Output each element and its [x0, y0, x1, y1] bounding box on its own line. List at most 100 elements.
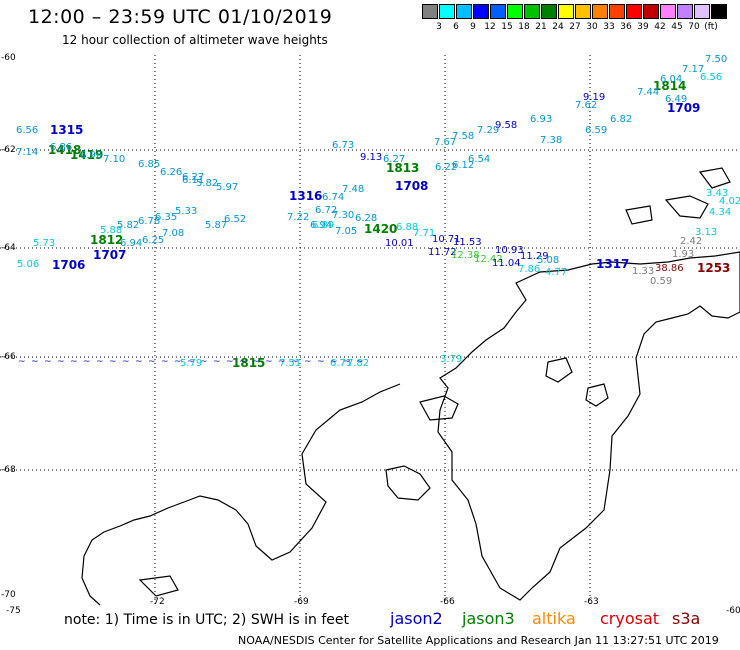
scale-swatch: [592, 4, 608, 19]
swh-value-label: 6.96: [80, 150, 102, 161]
scale-swatch: [711, 4, 727, 19]
legend-jason2: jason2: [390, 609, 443, 628]
swh-value-label: 6.52: [224, 214, 246, 225]
swh-value-label: 7.14: [16, 147, 38, 158]
swh-value-label: 3.13: [695, 227, 717, 238]
track-id-label: 1253: [697, 261, 730, 275]
swh-overlap-mark: ~: [317, 357, 325, 367]
swh-value-label: 11.53: [453, 237, 482, 248]
scale-swatch: [490, 4, 506, 19]
swh-value-label: 6.26: [160, 167, 182, 178]
swh-value-label: 6.27: [182, 172, 204, 183]
swh-overlap-mark: ~: [213, 357, 221, 367]
latitude-label: -62: [1, 145, 16, 155]
swh-value-label: 6.35: [155, 212, 177, 223]
scale-label: 24: [552, 22, 564, 32]
swh-value-label: 5.73: [33, 238, 55, 249]
track-id-label: 1709: [667, 101, 700, 115]
island-5: [664, 195, 709, 219]
track-id-label: 1317: [596, 257, 629, 271]
swh-overlap-mark: ~: [304, 357, 312, 367]
swh-value-label: 7.50: [705, 54, 727, 65]
swh-value-label: 6.04: [660, 74, 682, 85]
swh-value-label: 7.82: [347, 358, 369, 369]
swh-value-label: 7.22: [287, 212, 309, 223]
swh-value-label: 6.93: [530, 114, 552, 125]
swh-overlap-mark: ~: [174, 357, 182, 367]
swh-overlap-mark: ~: [122, 357, 130, 367]
swh-value-label: 5.82: [117, 220, 139, 231]
map-subtitle: 12 hour collection of altimeter wave hei…: [62, 33, 328, 47]
legend-altika: altika: [532, 609, 576, 628]
swh-value-label: 5.97: [216, 182, 238, 193]
swh-overlap-mark: ~: [330, 357, 338, 367]
swh-value-label: 10.93: [495, 245, 524, 256]
scale-swatch: [507, 4, 523, 19]
swh-overlap-mark: ~: [44, 357, 52, 367]
track-id-label: 1708: [395, 179, 428, 193]
swh-value-label: 7.58: [452, 131, 474, 142]
swh-value-label: 6.88: [396, 222, 418, 233]
swh-value-label: 6.94: [310, 220, 332, 231]
swh-value-label: 4.02: [719, 196, 740, 207]
island-1: [385, 465, 431, 501]
swh-value-label: 6.56: [16, 125, 38, 136]
island-3: [545, 357, 573, 383]
swh-value-label: 6.78: [138, 216, 160, 227]
swh-overlap-mark: ~: [239, 357, 247, 367]
swh-value-label: 6.27: [383, 154, 405, 165]
track-id-label: 1814: [653, 79, 686, 93]
credit-line: NOAA/NESDIS Center for Satellite Applica…: [238, 634, 719, 647]
scale-label: 70: [688, 22, 700, 32]
scale-swatch: [626, 4, 642, 19]
swh-value-label: 6.25: [142, 235, 164, 246]
swh-overlap-mark: ~: [148, 357, 156, 367]
longitude-label: -60: [726, 606, 740, 616]
swh-overlap-mark: ~: [226, 357, 234, 367]
swh-value-label: 6.82: [610, 114, 632, 125]
longitude-label: -72: [150, 597, 165, 607]
map-title: 12:00 – 23:59 UTC 01/10/2019: [28, 6, 333, 28]
swh-value-label: 6.12: [452, 160, 474, 171]
latitude-label: -64: [1, 243, 16, 253]
swh-value-label: 6.59: [585, 125, 607, 136]
swh-value-label: 6.54: [468, 154, 490, 165]
swh-value-label: 9.58: [495, 120, 517, 131]
swh-overlap-mark: ~: [135, 357, 143, 367]
swh-value-label: 11.29: [520, 251, 549, 262]
swh-overlap-mark: ~: [187, 357, 195, 367]
island-6: [625, 205, 653, 225]
swh-value-label: 7.51: [279, 358, 301, 369]
swh-value-label: 9.13: [360, 152, 382, 163]
swh-value-label: 7.29: [477, 125, 499, 136]
scale-label: 39: [637, 22, 649, 32]
island-2: [419, 395, 459, 421]
swh-value-label: 11.04: [492, 258, 521, 269]
swh-value-label: 7.71: [413, 228, 435, 239]
longitude-label: -63: [584, 597, 599, 607]
swh-value-label: 6.89: [312, 220, 334, 231]
scale-label: 6: [453, 22, 459, 32]
swh-value-label: 7.17: [682, 64, 704, 75]
legend-jason3: jason3: [462, 609, 515, 628]
swh-value-label: 6.22: [435, 162, 457, 173]
scale-swatch: [541, 4, 557, 19]
swh-value-label: 3.43: [706, 188, 728, 199]
swh-value-label: 7.10: [103, 154, 125, 165]
legend-s3a: s3a: [672, 609, 701, 628]
scale-swatch: [558, 4, 574, 19]
coastline: [81, 167, 740, 606]
scale-swatch: [677, 4, 693, 19]
swh-value-label: 1.33: [632, 266, 654, 277]
swh-value-label: 6.28: [355, 213, 377, 224]
swh-value-label: 12.38: [451, 250, 480, 261]
scale-swatch: [660, 4, 676, 19]
latitude-label: -68: [1, 465, 16, 475]
swh-value-label: 6.74: [322, 192, 344, 203]
swh-overlap-mark: ~: [200, 357, 208, 367]
swh-value-label: 9.19: [583, 92, 605, 103]
scale-label: 21: [535, 22, 547, 32]
swh-value-label: 4.77: [545, 267, 567, 278]
